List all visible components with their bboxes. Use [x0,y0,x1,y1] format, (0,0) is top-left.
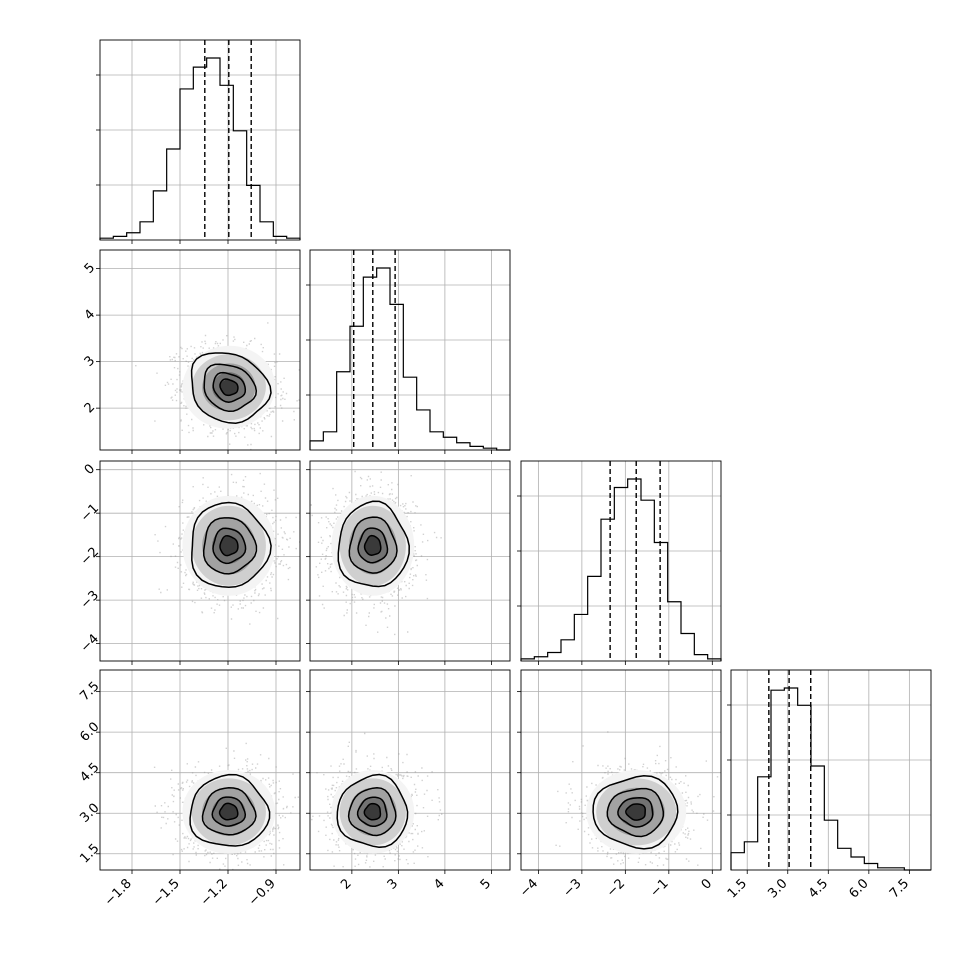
contour-3 [219,378,239,397]
tick-label-x: −1 [647,876,671,900]
panel-frame [520,669,722,871]
panel-frame [99,669,301,871]
density-level-4 [219,803,238,820]
tick-label-y: 0 [82,461,98,477]
contour-1 [347,787,397,837]
contour-2 [617,797,654,828]
tick-label-x: −4 [517,876,541,900]
contour-1 [202,517,258,575]
panel-3-0: −1.8 −1.5 −1.2 −0.9 1.5 3.0 4.5 6.0 7.5 [77,669,301,909]
tick-label-x: 1.5 [725,876,750,901]
panel-frame [309,669,511,871]
panel-frame [99,460,301,662]
tick-label-x: 6.0 [846,876,871,901]
panel-1-1 [306,249,511,454]
tick-label-y: −2 [78,545,102,569]
tick-label-x: −1.5 [150,876,183,909]
density-level-4 [364,536,381,556]
contour-2 [212,527,247,565]
panel-0-0 [96,39,301,244]
tick-label-x: −3 [561,876,585,900]
tick-label-x: −0.9 [246,876,279,909]
contour-1 [201,787,257,836]
tick-label-x: 4.5 [806,876,831,901]
contour-3 [363,534,382,556]
tick-label-y: 4.5 [77,760,102,785]
tick-label-y: 1.5 [77,841,102,866]
tick-label-y: 3 [82,353,98,369]
tick-label-x: −1.8 [102,876,135,909]
density-level-4 [626,803,646,820]
tick-label-y: −3 [78,588,102,612]
panel-3-3: 1.5 3.0 4.5 6.0 7.5 [725,669,932,901]
tick-label-y: 6.0 [77,720,102,745]
contour-0 [592,774,679,850]
tick-label-x: 0 [699,876,715,892]
tick-label-y: 2 [82,400,98,416]
tick-label-x: 3 [385,876,401,892]
panel-3-1: 2 3 4 5 [306,669,511,893]
tick-label-y: 5 [82,260,98,276]
panel-frame [309,249,511,451]
panel-2-2 [517,460,722,665]
tick-label-y: −1 [78,501,102,525]
panel-2-0: −4 −3 −2 −1 0 [78,460,301,665]
contour-0 [337,500,410,588]
density-level-4 [219,379,238,396]
contour-1 [348,516,398,574]
density-level-4 [364,803,381,820]
tick-label-y: −4 [78,632,102,656]
histogram-2 [520,478,722,661]
panel-1-0: 2 3 4 5 [82,249,301,454]
contour-3 [363,802,382,821]
contour-2 [356,796,388,828]
panel-3-2: −4 −3 −2 −1 0 [517,669,722,900]
contour-0 [189,773,271,847]
contour-0 [336,773,409,849]
tick-label-y: 7.5 [77,679,102,704]
tick-label-y: 4 [82,307,98,323]
contour-2 [357,527,389,564]
tick-label-x: 4 [431,876,447,892]
panel-frame [99,249,301,451]
panel-frame [99,39,301,241]
contour-3 [219,534,239,557]
tick-label-x: 7.5 [887,876,912,901]
tick-label-x: 2 [338,876,354,892]
contour-1 [203,363,258,413]
panel-frame [730,669,932,871]
tick-label-x: −2 [604,876,628,900]
histogram-1 [309,267,510,451]
tick-label-x: −1.2 [198,876,231,909]
contour-3 [218,802,239,821]
contour-2 [212,371,247,403]
panel-frame [309,460,511,662]
histogram-3 [730,687,931,871]
tick-label-x: 5 [478,876,494,892]
contour-2 [211,796,247,827]
tick-label-x: 3.0 [765,876,790,901]
density-level-4 [219,536,238,556]
contour-1 [606,787,665,838]
contour-3 [625,803,646,821]
panel-frame [520,460,722,662]
contour-0 [191,501,272,589]
contour-0 [190,352,272,424]
histogram-0 [99,57,301,240]
panel-2-1 [306,460,511,665]
tick-label-y: 3.0 [77,801,102,826]
